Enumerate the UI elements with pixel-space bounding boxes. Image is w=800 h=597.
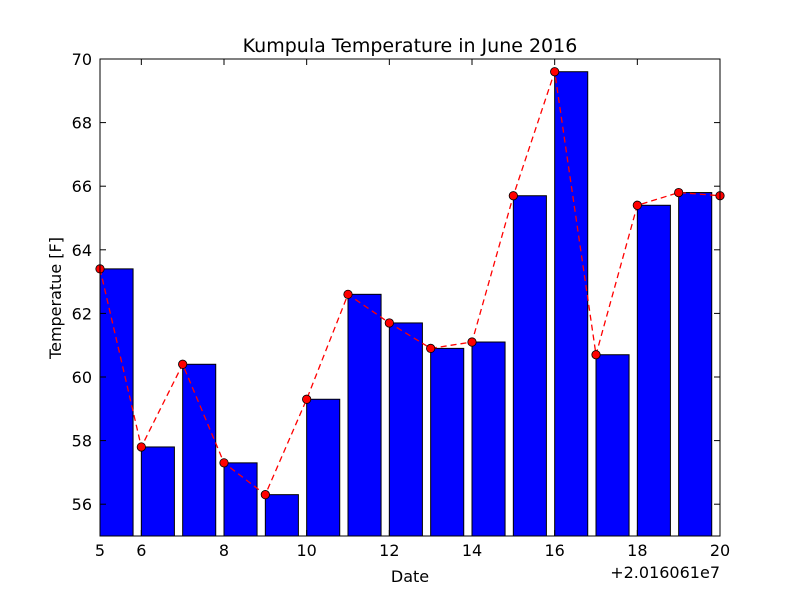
- bar-6: [140, 446, 175, 536]
- point-8: [219, 458, 229, 468]
- point-7: [178, 359, 188, 369]
- bar-8: [223, 462, 258, 536]
- point-14: [467, 337, 477, 347]
- y-tick-label-58: 58: [72, 432, 92, 451]
- x-tick-label-10: 10: [296, 541, 316, 560]
- bar-11: [347, 293, 382, 536]
- bar-17: [595, 354, 630, 536]
- plot-frame: [99, 58, 721, 537]
- y-tick-label-66: 66: [72, 177, 92, 196]
- bar-20: [719, 195, 720, 536]
- point-18: [632, 200, 642, 210]
- y-axis-label: Temperatue [F]: [46, 237, 65, 360]
- y-tick-label-70: 70: [72, 50, 92, 69]
- bars-layer: [100, 71, 720, 536]
- bar-7: [182, 363, 217, 536]
- y-tick-label-64: 64: [72, 241, 92, 260]
- y-tick-label-68: 68: [72, 114, 92, 133]
- x-axis-label: Date: [391, 567, 429, 586]
- bar-5: [100, 268, 134, 536]
- point-13: [426, 343, 436, 353]
- y-tick-label-62: 62: [72, 304, 92, 323]
- point-11: [343, 289, 353, 299]
- bar-18: [636, 204, 671, 536]
- x-tick-label-16: 16: [544, 541, 564, 560]
- bar-10: [306, 398, 341, 536]
- y-tick-label-56: 56: [72, 495, 92, 514]
- point-10: [302, 394, 312, 404]
- temperature-line: [100, 71, 720, 496]
- point-9: [260, 490, 270, 500]
- x-offset-label: +2.016061e7: [610, 563, 720, 582]
- x-tick-label-8: 8: [219, 541, 229, 560]
- x-tick-label-12: 12: [379, 541, 399, 560]
- points-layer: [95, 67, 725, 500]
- point-17: [591, 350, 601, 360]
- point-19: [674, 187, 684, 198]
- x-tick-label-6: 6: [136, 541, 146, 560]
- bar-15: [512, 195, 547, 536]
- point-15: [508, 191, 518, 201]
- bar-12: [388, 322, 423, 536]
- bar-13: [430, 347, 465, 536]
- point-16: [550, 67, 560, 77]
- bar-14: [471, 341, 506, 536]
- x-tick-label-18: 18: [627, 541, 647, 560]
- x-tick-label-5: 5: [95, 541, 105, 560]
- x-tick-label-14: 14: [462, 541, 482, 560]
- bar-19: [678, 192, 713, 536]
- point-12: [384, 318, 394, 328]
- x-tick-label-20: 20: [710, 541, 730, 560]
- y-tick-label-60: 60: [72, 368, 92, 387]
- point-6: [136, 442, 146, 452]
- bar-9: [264, 494, 299, 536]
- chart-title: Kumpula Temperature in June 2016: [243, 35, 578, 57]
- line-layer: [100, 71, 720, 496]
- bar-16: [554, 71, 589, 536]
